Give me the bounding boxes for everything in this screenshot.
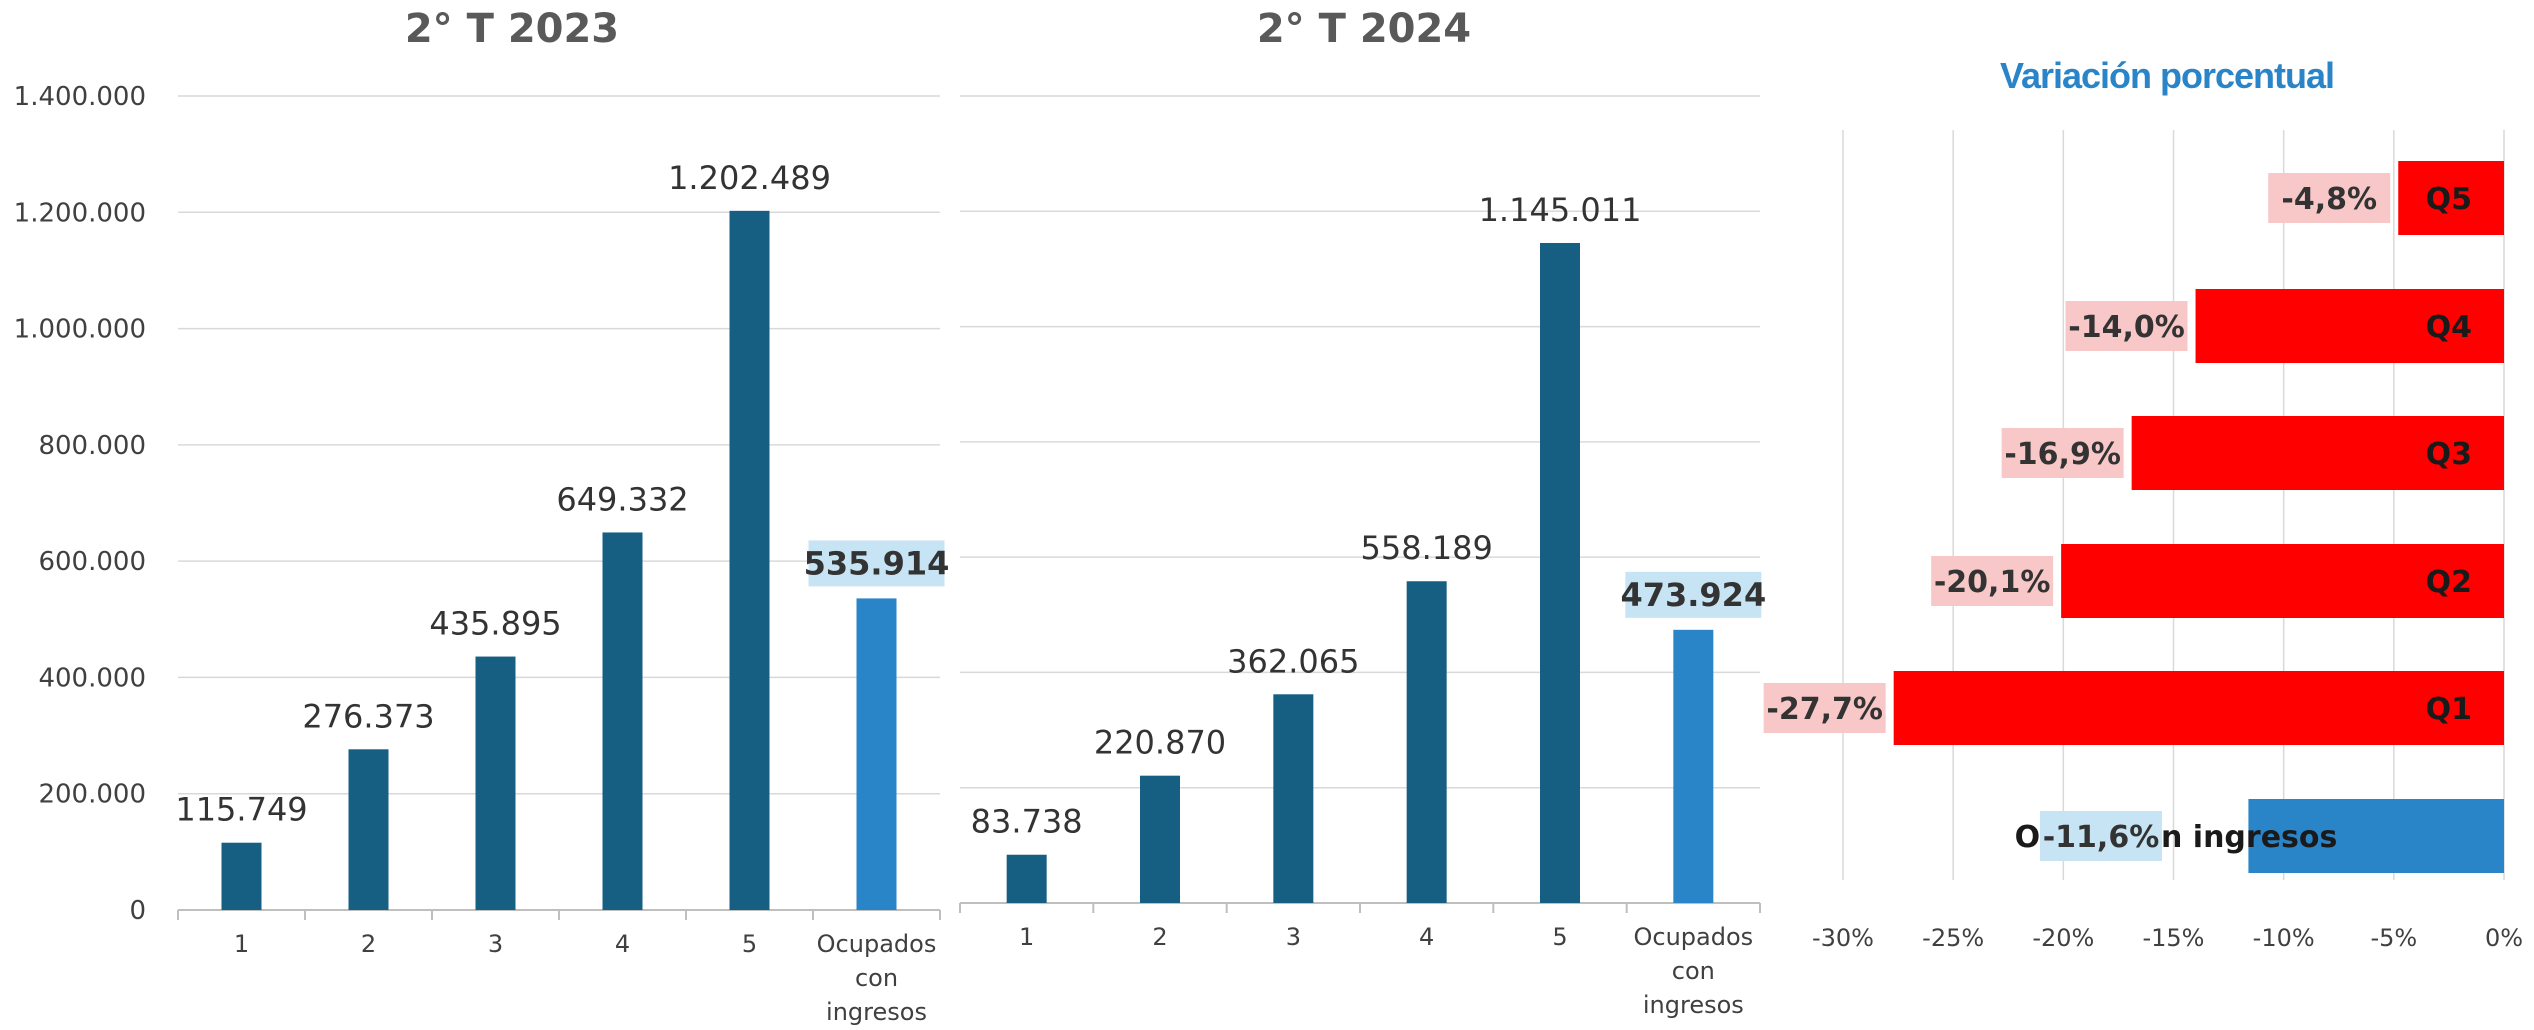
data-label: 115.749	[175, 791, 307, 829]
y-tick-label: 1.200.000	[14, 198, 146, 228]
bar-q3	[2131, 416, 2504, 490]
bar-quintile-3	[475, 656, 516, 910]
bar-quintile-3	[1273, 694, 1314, 903]
chart-title: 2° T 2023	[405, 6, 619, 52]
percent-label: -11,6%	[2043, 820, 2160, 855]
x-tick-label: -15%	[2142, 924, 2204, 952]
percent-label: -16,9%	[2004, 437, 2121, 472]
chart-title: Variación porcentual	[2000, 55, 2334, 96]
bar-quintile-2	[348, 749, 389, 910]
percent-label: -27,7%	[1766, 692, 1883, 727]
bar-ocupados	[1673, 629, 1714, 903]
data-label: 473.924	[1620, 576, 1766, 614]
bar-chart-1: 2° T 2024 83.738 1 220.870 2 362.065 3 558.189 4…	[959, 6, 1766, 1019]
x-tick-label: 4	[1419, 923, 1434, 951]
x-tick-label: -10%	[2253, 924, 2315, 952]
bar-quintile-4	[602, 532, 643, 910]
y-tick-label: 200.000	[38, 780, 146, 810]
highlight-label-bg	[1625, 571, 1762, 618]
x-tick-label: 1	[1019, 923, 1034, 951]
x-tick-label: -30%	[1812, 924, 1874, 952]
data-label: 220.870	[1094, 724, 1226, 762]
x-tick-label: 2	[1152, 923, 1167, 951]
percent-label-bg	[1763, 683, 1886, 733]
bar-quintile-1	[221, 842, 262, 910]
bar-q2	[2061, 544, 2504, 618]
category-label: Q3	[2426, 437, 2472, 472]
bar-q4	[2195, 289, 2504, 363]
bar-ocup-con-ingresos	[2248, 799, 2504, 873]
x-tick-label: 0%	[2485, 924, 2523, 952]
x-tick-label: Ocupados con ingresos	[817, 930, 937, 1026]
x-tick-label: Ocupados con ingresos	[1633, 923, 1753, 1019]
percent-label: -20,1%	[1934, 565, 2051, 600]
bar-chart-0: 0 200.000 400.000 600.000 800.000 1.000.000 1.…	[14, 6, 950, 1026]
y-tick-label: 1.000.000	[14, 315, 146, 345]
x-tick-label: -5%	[2370, 924, 2417, 952]
bar-quintile-2	[1140, 775, 1180, 903]
percent-label-bg	[2040, 811, 2162, 861]
data-label: 535.914	[804, 544, 950, 582]
bar-quintile-5	[729, 210, 770, 911]
data-label: 276.373	[302, 697, 434, 735]
x-tick-label: 2	[361, 930, 376, 958]
x-tick-label: 3	[1286, 923, 1301, 951]
category-label: Q5	[2426, 182, 2472, 217]
data-label: 435.895	[429, 605, 561, 643]
category-label: Q2	[2426, 565, 2472, 600]
bar-q5	[2398, 161, 2504, 235]
data-label: 1.202.489	[668, 159, 831, 197]
x-tick-label: -25%	[1922, 924, 1984, 952]
percent-label-bg	[1931, 556, 2054, 606]
data-label: 558.189	[1361, 529, 1493, 567]
y-tick-label: 800.000	[38, 431, 146, 461]
y-tick-label: 0	[129, 896, 146, 926]
percent-label-bg	[2001, 428, 2124, 478]
bar-quintile-4	[1406, 581, 1447, 903]
bar-ocupados	[856, 598, 897, 910]
highlight-label-bg	[808, 540, 945, 587]
y-tick-label: 1.400.000	[14, 82, 146, 112]
x-tick-label: 4	[615, 930, 630, 958]
percent-label-bg	[2268, 173, 2391, 223]
y-tick-label: 600.000	[38, 547, 146, 577]
x-tick-label: -20%	[2032, 924, 2094, 952]
bar-quintile-1	[1006, 854, 1047, 903]
percent-label-bg	[2065, 301, 2188, 351]
variation-chart: Variación porcentual -30% -25% -20% -15% -10%…	[1763, 55, 2523, 952]
data-label: 362.065	[1227, 642, 1359, 680]
bar-quintile-5	[1540, 242, 1580, 904]
x-tick-label: 3	[488, 930, 503, 958]
x-tick-label: 5	[1552, 923, 1567, 951]
category-label: Q1	[2426, 692, 2472, 727]
data-label: 1.145.011	[1479, 191, 1642, 229]
chart-title: 2° T 2024	[1257, 6, 1471, 52]
y-tick-label: 400.000	[38, 663, 146, 693]
data-label: 83.738	[971, 803, 1083, 841]
x-tick-label: 5	[742, 930, 757, 958]
x-tick-label: 1	[234, 930, 249, 958]
percent-label: -14,0%	[2068, 310, 2185, 345]
category-label: Q4	[2426, 310, 2472, 345]
data-label: 649.332	[556, 480, 688, 518]
percent-label: -4,8%	[2281, 182, 2377, 217]
bar-q1	[1893, 671, 2504, 745]
